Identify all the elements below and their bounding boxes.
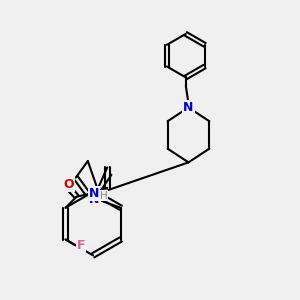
- Text: H: H: [100, 191, 108, 201]
- Text: O: O: [63, 178, 74, 190]
- Text: N: N: [183, 101, 194, 114]
- Text: F: F: [76, 238, 85, 251]
- Text: N: N: [88, 187, 99, 200]
- Text: N: N: [89, 193, 100, 206]
